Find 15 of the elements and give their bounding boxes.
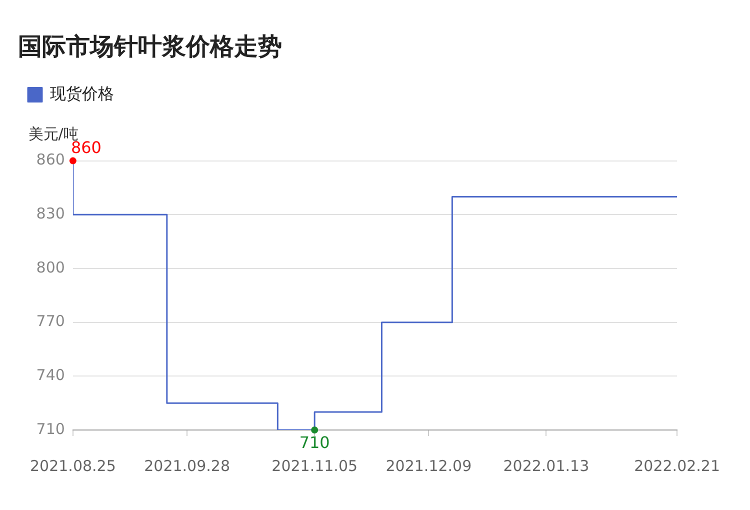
x-tick-label: 2022.02.21 <box>634 456 720 475</box>
x-tick-label: 2021.11.05 <box>272 456 358 475</box>
legend-label: 现货价格 <box>50 84 114 103</box>
y-tick-label: 710 <box>36 420 65 438</box>
y-tick-label: 740 <box>36 366 65 384</box>
x-tick-label: 2022.01.13 <box>503 456 590 475</box>
y-tick-label: 770 <box>36 312 65 330</box>
y-tick-label: 800 <box>36 258 65 276</box>
x-tick-label: 2021.09.28 <box>144 456 230 475</box>
annotation: 710 <box>299 433 330 452</box>
x-tick-label: 2021.08.25 <box>30 456 116 475</box>
chart-title: 国际市场针叶浆价格走势 <box>18 32 282 61</box>
y-tick-label: 830 <box>36 204 65 223</box>
y-tick-label: 860 <box>36 150 65 169</box>
x-tick-label: 2021.12.09 <box>386 456 472 475</box>
